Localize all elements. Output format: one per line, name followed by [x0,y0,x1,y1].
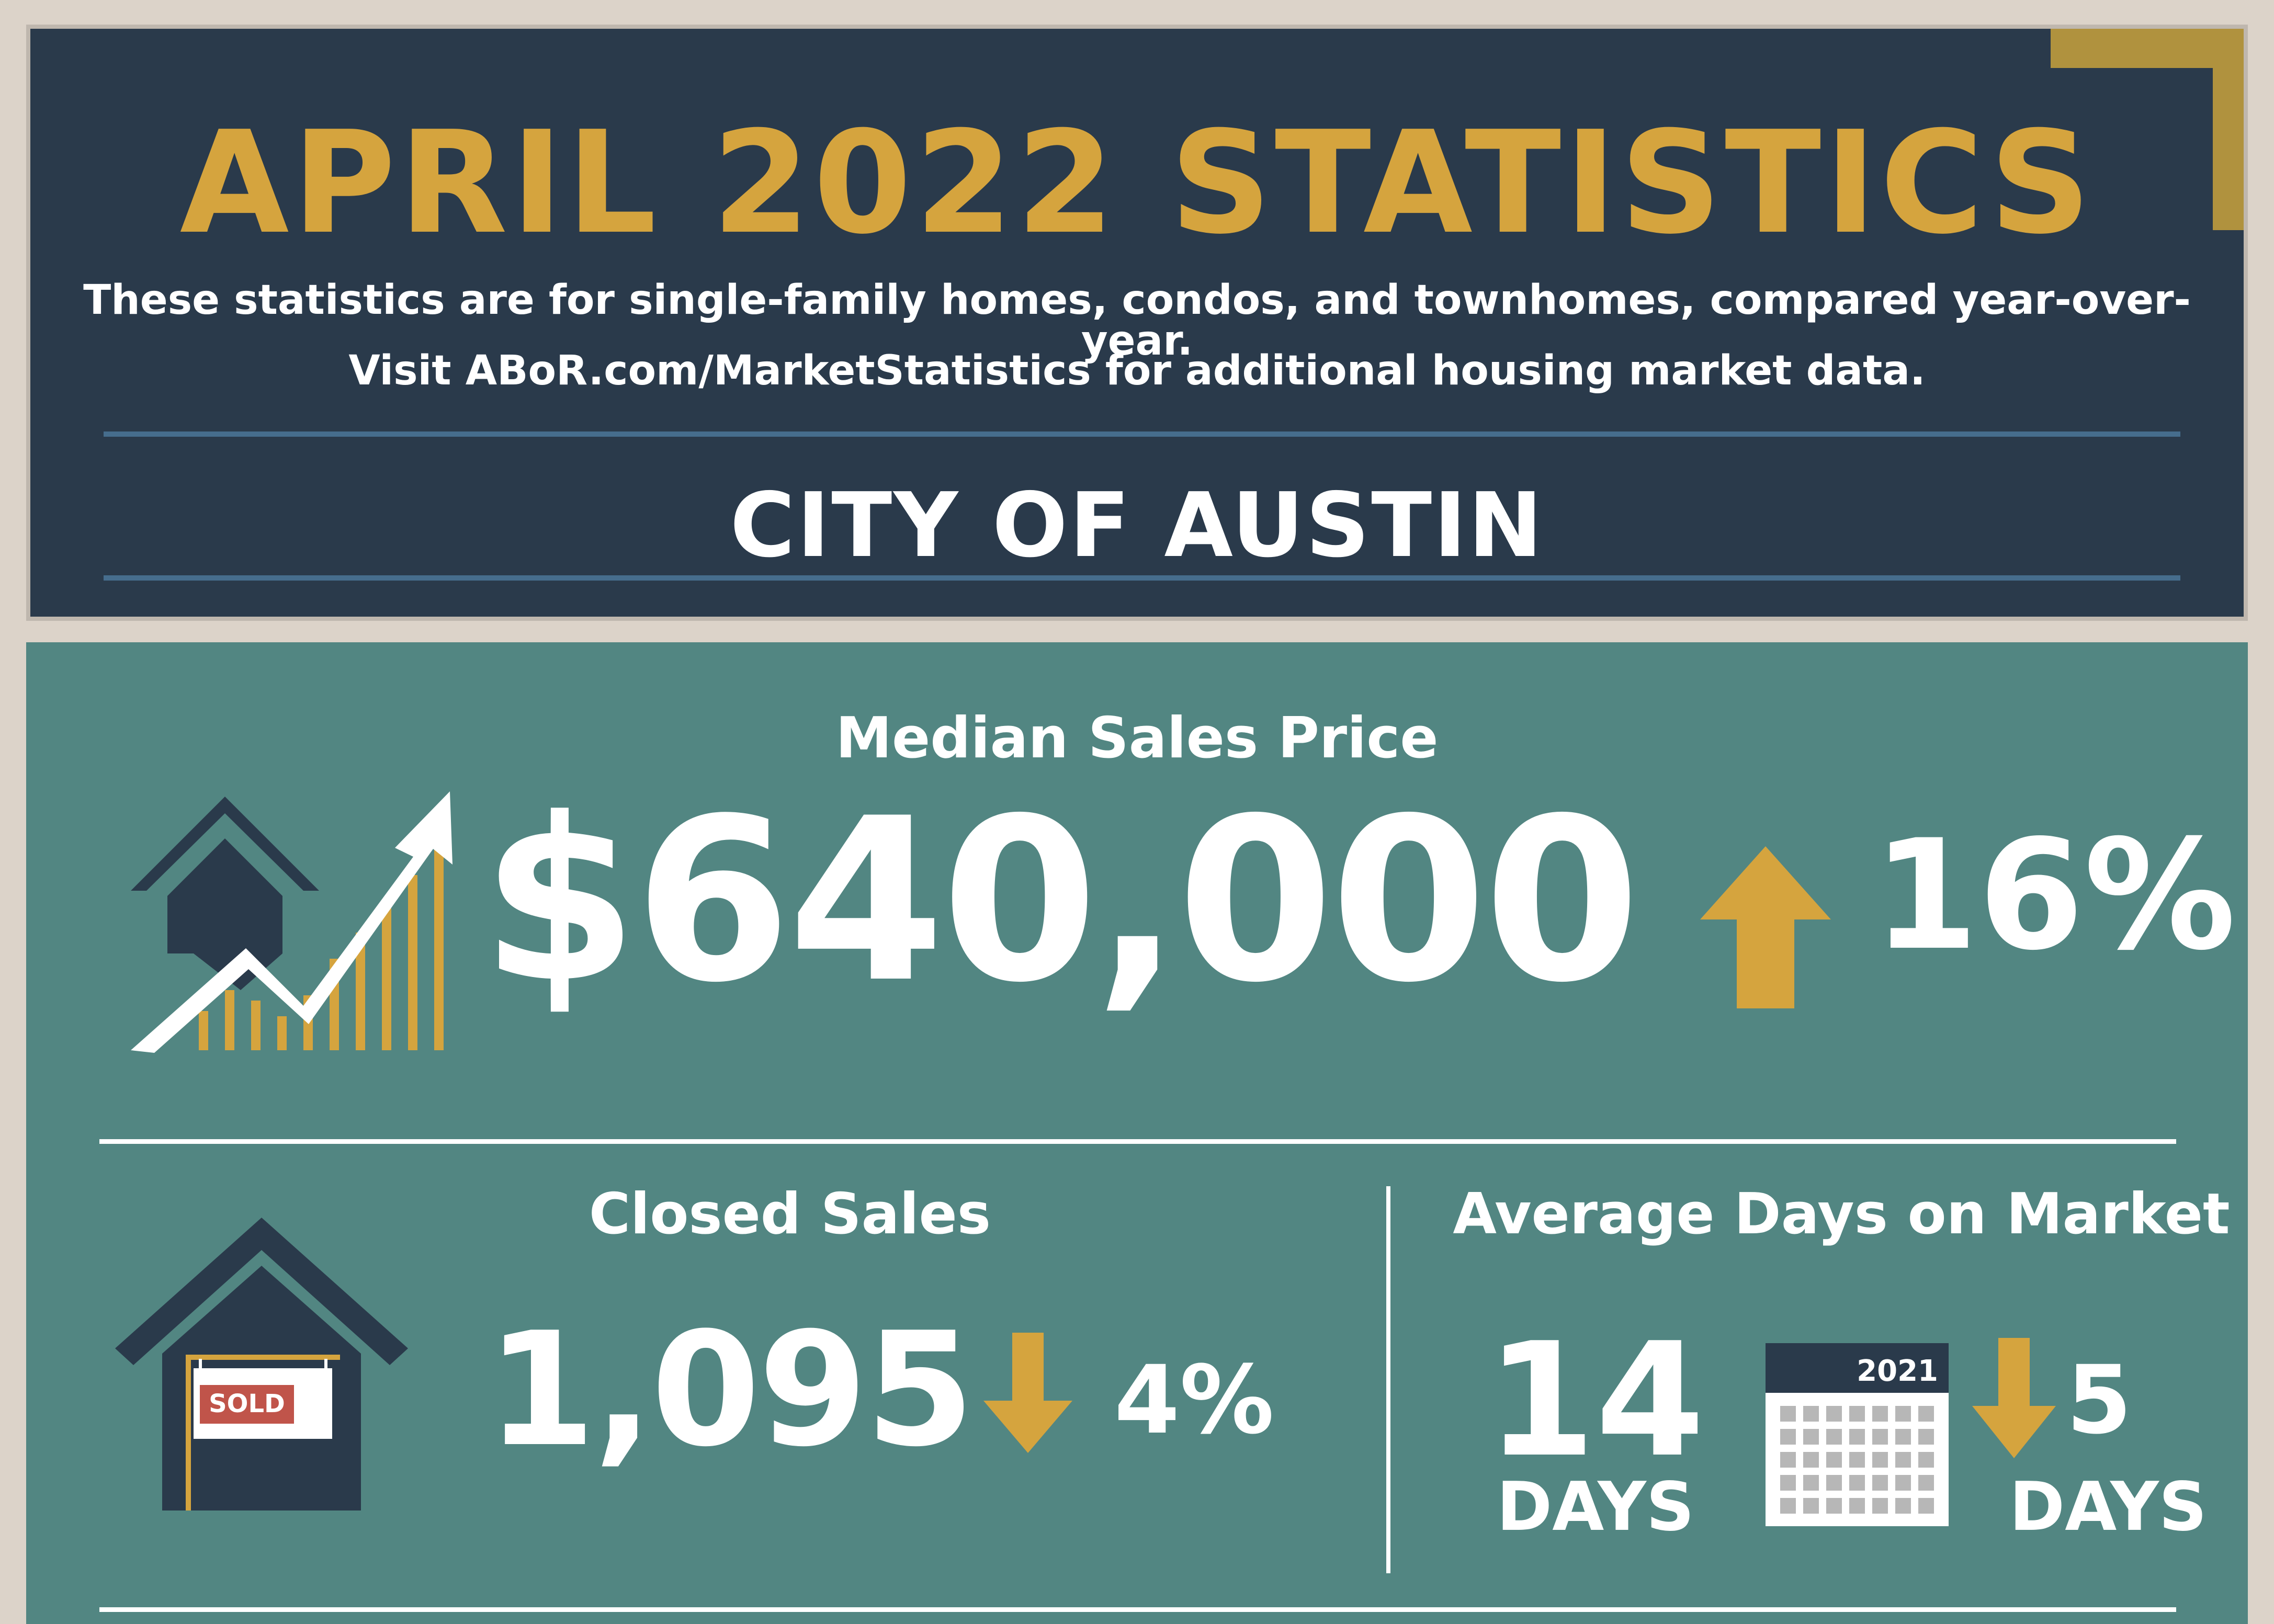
calendar-day-cell [1849,1429,1865,1445]
calendar-day-cell [1918,1429,1934,1445]
house-rising-chart-icon [131,791,452,1053]
section-divider-bottom [99,1607,2176,1612]
calendar-day-cell [1872,1498,1888,1514]
sold-sign-text: SOLD [209,1389,285,1418]
closed-sales-change: 4% [1114,1346,1274,1455]
calendar-day-cell [1780,1429,1796,1445]
header-panel: APRIL 2022 STATISTICS These statistics a… [26,25,2248,621]
stats-panel: Median Sales Price $640,000 16% Closed S… [26,642,2248,1624]
days-on-market-unit: DAYS [1497,1468,1694,1546]
calendar-day-cell [1872,1406,1888,1422]
days-on-market-value: 14 [1486,1309,1705,1492]
calendar-day-cell [1918,1498,1934,1514]
days-on-market-label: Average Days on Market [1453,1182,2230,1247]
calendar-icon: 2021 [1766,1343,1949,1526]
calendar-day-cell [1780,1498,1796,1514]
calendar-day-cell [1895,1452,1911,1468]
calendar-day-cell [1918,1406,1934,1422]
arrow-down-icon [1972,1338,2056,1458]
calendar-day-cell [1803,1498,1819,1514]
median-price-label: Median Sales Price [835,706,1439,771]
calendar-day-cell [1872,1429,1888,1445]
calendar-day-cell [1803,1452,1819,1468]
sold-house-icon: SOLD [115,1218,408,1511]
calendar-day-cell [1780,1406,1796,1422]
section-divider [99,1139,2176,1144]
calendar-day-cell [1826,1406,1842,1422]
calendar-day-cell [1803,1406,1819,1422]
calendar-day-cell [1826,1498,1842,1514]
region-title: CITY OF AUSTIN [730,474,1544,577]
closed-sales-value: 1,095 [487,1299,975,1481]
column-divider [1386,1186,1390,1573]
corner-accent-icon [2051,29,2244,230]
calendar-day-cell [1872,1475,1888,1491]
calendar-day-cell [1918,1475,1934,1491]
calendar-day-cell [1849,1498,1865,1514]
subtitle-scope: These statistics are for single-family h… [83,277,2191,365]
days-change-value: 5 [2066,1346,2132,1455]
calendar-day-cell [1895,1429,1911,1445]
calendar-year: 2021 [1857,1354,1938,1388]
calendar-day-cell [1849,1475,1865,1491]
calendar-day-cell [1780,1452,1796,1468]
calendar-day-cell [1803,1429,1819,1445]
calendar-day-cell [1895,1406,1911,1422]
calendar-day-cell [1872,1452,1888,1468]
calendar-day-cell [1826,1475,1842,1491]
arrow-up-icon [1700,846,1831,1008]
calendar-day-cell [1826,1429,1842,1445]
calendar-day-cell [1780,1475,1796,1491]
divider-top [104,431,2180,437]
subtitle-link[interactable]: Visit ABoR.com/MarketStatistics for addi… [348,347,1926,394]
calendar-day-cell [1895,1498,1911,1514]
page-title: APRIL 2022 STATISTICS [179,100,2095,265]
calendar-day-cell [1803,1475,1819,1491]
calendar-day-cell [1849,1452,1865,1468]
calendar-day-cell [1918,1452,1934,1468]
arrow-down-icon [983,1333,1072,1453]
days-change-unit: DAYS [2009,1468,2207,1546]
calendar-day-cell [1849,1406,1865,1422]
divider-bottom [104,575,2180,581]
closed-sales-label: Closed Sales [589,1182,991,1247]
median-price-change: 16% [1873,808,2236,984]
median-price-value: $640,000 [481,770,1641,1032]
calendar-day-cell [1895,1475,1911,1491]
calendar-day-cell [1826,1452,1842,1468]
